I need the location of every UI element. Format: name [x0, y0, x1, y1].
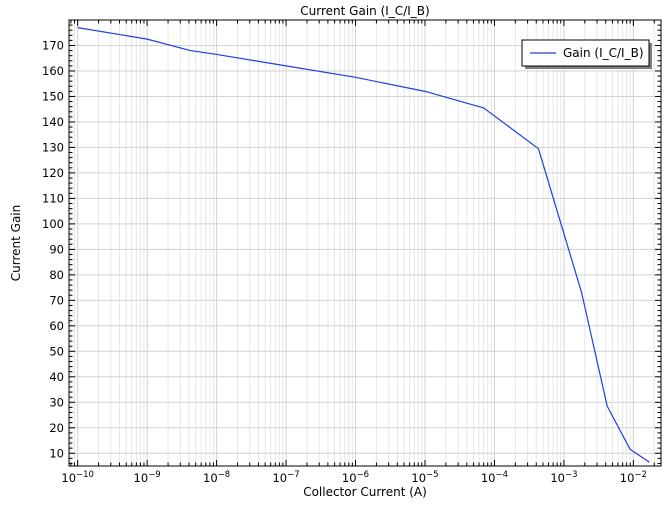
y-tick-label: 80: [49, 268, 64, 282]
y-tick-label: 120: [42, 166, 64, 180]
y-axis-label: Current Gain: [9, 205, 23, 281]
y-tick-label: 40: [49, 370, 64, 384]
y-tick-label: 90: [49, 242, 64, 256]
x-tick-label: 10−6: [342, 470, 369, 485]
y-tick-label: 30: [49, 395, 64, 409]
legend-label: Gain (I_C/I_B): [563, 46, 644, 60]
y-tick-label: 20: [49, 421, 64, 435]
gridlines: [69, 20, 661, 466]
y-tick-label: 60: [49, 319, 64, 333]
x-tick-label: 10−3: [550, 470, 577, 485]
x-tick-label: 10−2: [620, 470, 647, 485]
y-tick-labels: 10 20 30 40 50 60 70 80 90 100 110 120 130 140 150 160 1…: [42, 38, 64, 460]
axis-ticks: [69, 20, 661, 466]
x-tick-label: 10−8: [203, 470, 230, 485]
legend: Gain (I_C/I_B): [522, 40, 652, 69]
x-tick-labels: 10−10 10−9 10−8 10−7 10−6 10−5 10−4 10−3 10−2: [61, 470, 647, 485]
y-tick-label: 100: [42, 217, 64, 231]
y-tick-label: 110: [42, 191, 64, 205]
y-tick-label: 50: [49, 344, 64, 358]
x-tick-label: 10−7: [272, 470, 299, 485]
y-tick-label: 170: [42, 38, 64, 52]
y-tick-label: 130: [42, 140, 64, 154]
y-tick-label: 10: [49, 446, 64, 460]
y-tick-label: 70: [49, 293, 64, 307]
x-tick-label: 10−10: [61, 470, 94, 485]
y-tick-label: 160: [42, 64, 64, 78]
plot-frame: [69, 20, 661, 466]
chart-title: Current Gain (I_C/I_B): [300, 4, 429, 18]
x-tick-label: 10−5: [411, 470, 438, 485]
y-tick-label: 150: [42, 89, 64, 103]
x-axis-label: Collector Current (A): [303, 485, 427, 499]
x-tick-label: 10−4: [481, 470, 508, 485]
y-tick-label: 140: [42, 115, 64, 129]
x-tick-label: 10−9: [134, 470, 161, 485]
